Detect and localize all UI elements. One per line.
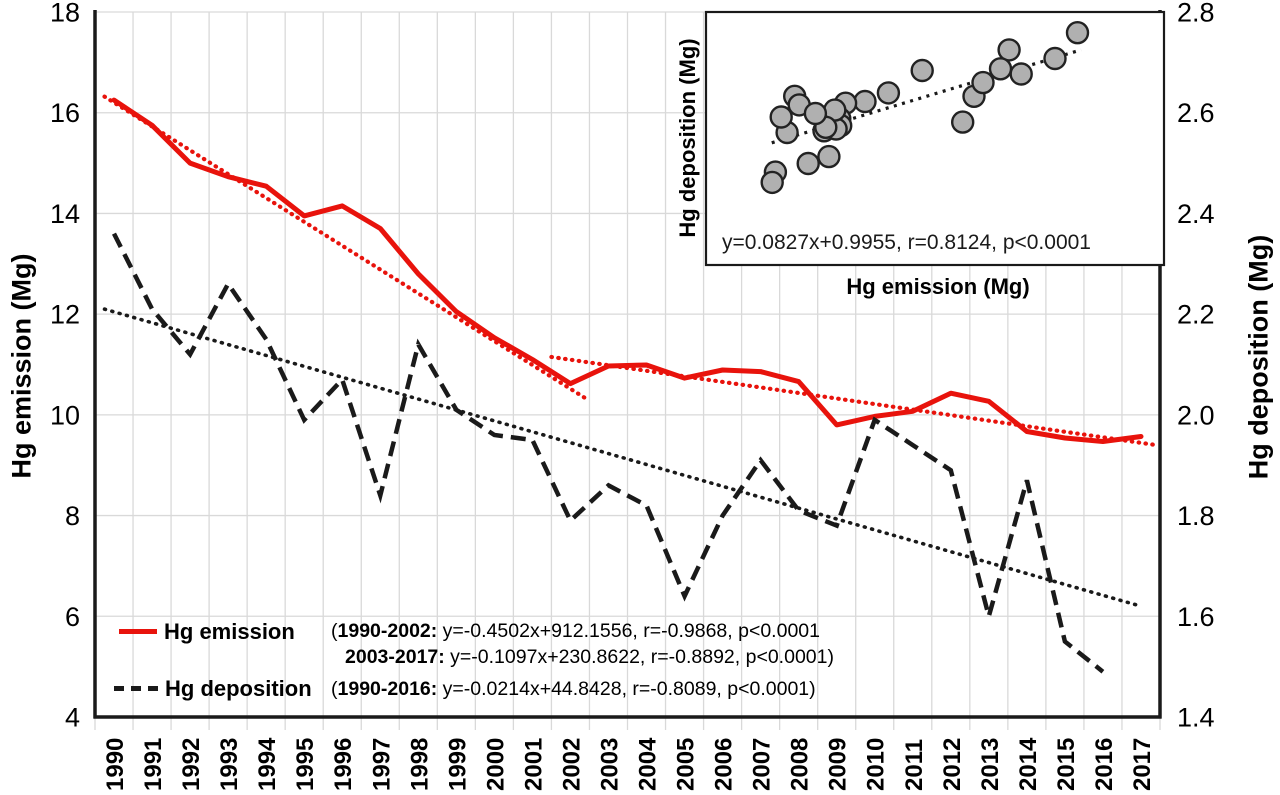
emission-trend-1990-2002 (102, 94, 592, 403)
legend-emission-eq1: (1990-2002: y=-0.4502x+912.1556, r=-0.98… (331, 620, 820, 643)
x-axis-year-label: 2013 (977, 738, 1004, 791)
scatter-point (853, 89, 877, 114)
scatter-point (997, 38, 1021, 62)
x-axis-year-label: 2000 (482, 738, 509, 791)
left-axis-tick-label: 16 (50, 98, 80, 128)
range-1990-2016: 1990-2016: (337, 678, 438, 700)
x-axis-year-label: 1999 (444, 738, 471, 791)
left-axis-tick-label: 14 (50, 199, 80, 229)
hg-emission-line (111, 97, 1144, 444)
hg-deposition-line (111, 232, 1105, 674)
right-axis-tick-label: 2.4 (1177, 199, 1215, 229)
scatter-point (769, 105, 793, 129)
emission-trend-2003-2017 (549, 354, 1159, 448)
right-axis-tick-label: 2.0 (1177, 400, 1215, 430)
legend-deposition-eq: (1990-2016: y=-0.0214x+44.8428, r=-0.808… (331, 678, 816, 701)
scatter-point (1065, 21, 1090, 45)
x-axis-year-label: 2009 (825, 738, 852, 791)
x-axis-year-label: 2007 (749, 738, 776, 791)
left-axis-tick-label: 10 (50, 400, 80, 430)
x-axis-year-label: 1993 (216, 738, 243, 791)
x-axis-year-label: 1992 (178, 738, 205, 791)
range-2003-2017: 2003-2017: (345, 646, 445, 668)
legend-item-deposition: Hg deposition (114, 676, 312, 702)
x-axis-year-label: 1998 (406, 738, 433, 791)
range-1990-2002: 1990-2002: (337, 620, 438, 642)
x-axis-year-label: 2011 (901, 739, 928, 791)
legend-emission-label: Hg emission (164, 619, 295, 644)
left-axis-tick-label: 4 (65, 703, 80, 733)
x-axis-year-label: 2004 (635, 737, 662, 791)
right-axis-tick-label: 2.8 (1177, 0, 1215, 28)
x-axis-year-label: 2014 (1015, 737, 1042, 791)
x-axis-year-label: 1996 (330, 738, 357, 791)
equation-1990-2016: y=-0.0214x+44.8428, r=-0.8089, p<0.0001) (437, 678, 816, 700)
right-axis-title: Hg deposition (Mg) (1243, 234, 1274, 480)
x-axis-year-label: 2017 (1129, 738, 1156, 791)
scatter-point (760, 170, 784, 195)
x-axis-year-label: 1994 (254, 737, 281, 791)
equation-2003-2017: y=-0.1097x+230.8622, r=-0.8892, p<0.0001… (444, 646, 834, 668)
inset-scatter-plot (704, 10, 1166, 267)
x-axis-year-label: 1991 (140, 738, 167, 791)
right-axis-tick-label: 2.2 (1177, 300, 1215, 330)
scatter-point (803, 101, 828, 126)
x-axis-year-label: 2015 (1053, 738, 1080, 791)
x-axis-year-label: 1990 (102, 738, 129, 791)
emission-line-swatch-icon (119, 629, 157, 635)
deposition-line-swatch-icon (114, 686, 158, 692)
right-axis-tick-label: 1.6 (1177, 602, 1215, 632)
x-axis-year-label: 2010 (863, 738, 890, 791)
right-axis-tick-label: 1.4 (1177, 703, 1215, 733)
x-axis-year-label: 2005 (673, 738, 700, 791)
x-axis-year-label: 2016 (1091, 738, 1118, 791)
inset-equation: y=0.0827x+0.9955, r=0.8124, p<0.0001 (722, 231, 1091, 254)
inset-frame (704, 10, 1166, 267)
scatter-point (988, 57, 1013, 81)
x-axis-year-label: 1995 (292, 738, 319, 791)
scatter-point (971, 70, 995, 95)
gridlines (94, 11, 1161, 730)
legend-emission-eq2: 2003-2017: y=-0.1097x+230.8622, r=-0.889… (345, 646, 834, 669)
deposition-trend-1990-2016 (102, 307, 1143, 609)
left-axis-tick-label: 8 (65, 501, 80, 531)
left-axis-tick-label: 18 (50, 0, 80, 28)
scatter-point (910, 58, 934, 83)
scatter-point (796, 151, 820, 176)
inset-y-axis-title: Hg deposition (Mg) (675, 38, 700, 238)
equation-1990-2002: y=-0.4502x+912.1556, r=-0.9868, p<0.0001 (437, 620, 820, 642)
left-axis-tick-label: 12 (50, 300, 80, 330)
left-axis-tick-label: 6 (65, 602, 80, 632)
x-axis-year-label: 2001 (520, 738, 547, 791)
scatter-point (876, 81, 901, 105)
scatter-point (951, 110, 975, 134)
legend-item-emission: Hg emission (119, 619, 295, 645)
x-axis-year-label: 2006 (711, 738, 738, 791)
x-axis-year-label: 1997 (368, 738, 395, 791)
inset-x-axis-title: Hg emission (Mg) (846, 274, 1030, 299)
left-axis-title: Hg emission (Mg) (6, 253, 37, 479)
right-axis-tick-label: 1.8 (1177, 501, 1215, 531)
paren: ( (331, 678, 338, 700)
legend-deposition-label: Hg deposition (165, 676, 312, 701)
x-axis-year-label: 2002 (558, 738, 585, 791)
scatter-point (1043, 46, 1067, 71)
paren: ( (331, 620, 338, 642)
scatter-point (817, 144, 841, 169)
x-axis-year-label: 2008 (787, 738, 814, 791)
scatter-point (1009, 62, 1033, 86)
x-axis-year-label: 2003 (596, 738, 623, 791)
x-axis-year-label: 2012 (939, 738, 966, 791)
right-axis-tick-label: 2.6 (1177, 98, 1215, 128)
